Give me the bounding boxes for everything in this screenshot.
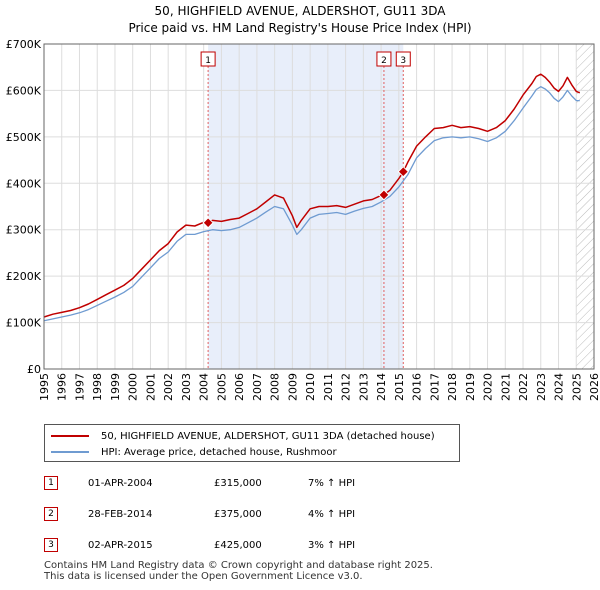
y-tick-label: £0 — [27, 363, 41, 376]
sale-hpi-diff: 4% ↑ HPI — [308, 509, 356, 520]
x-tick-label: 2015 — [393, 373, 406, 401]
footer-copyright: Contains HM Land Registry data © Crown c… — [44, 560, 433, 571]
price-chart: 50, HIGHFIELD AVENUE, ALDERSHOT, GU11 3D… — [6, 4, 600, 401]
y-tick-label: £100K — [6, 317, 42, 330]
sale-date: 02-APR-2015 — [88, 540, 153, 551]
y-tick-label: £400K — [6, 177, 42, 190]
x-tick-label: 2023 — [535, 373, 548, 401]
x-tick-label: 2009 — [286, 373, 299, 401]
x-tick-label: 2005 — [215, 373, 228, 401]
sale-price: £425,000 — [214, 540, 262, 551]
x-tick-label: 2020 — [482, 373, 495, 401]
legend: 50, HIGHFIELD AVENUE, ALDERSHOT, GU11 3D… — [44, 424, 460, 462]
sale-3-marker — [397, 165, 409, 178]
x-tick-label: 2011 — [322, 373, 335, 401]
x-tick-label: 2017 — [428, 373, 441, 401]
sale-marker-2: 2 — [44, 507, 58, 521]
y-tick-label: £600K — [6, 84, 42, 97]
sale-1-label-box — [200, 51, 216, 67]
x-tick-label: 2013 — [357, 373, 370, 401]
chart-title: 50, HIGHFIELD AVENUE, ALDERSHOT, GU11 3D… — [155, 4, 447, 18]
sale-date: 28-FEB-2014 — [88, 509, 153, 520]
table-row: 1 01-APR-2004 £315,000 7% ↑ HPI — [44, 474, 444, 494]
x-tick-label: 2018 — [446, 373, 459, 401]
y-tick-label: £700K — [6, 38, 42, 51]
plot-frame — [43, 43, 595, 370]
x-tick-label: 2021 — [499, 373, 512, 401]
x-tick-label: 2002 — [162, 373, 175, 401]
x-tick-label: 2025 — [570, 373, 583, 401]
sale-2-marker — [378, 189, 390, 201]
sale-date: 01-APR-2004 — [88, 478, 153, 489]
legend-swatch-property — [51, 435, 89, 437]
x-tick-label: 2001 — [144, 373, 157, 401]
y-tick-label: £300K — [6, 224, 42, 237]
x-tick-label: 2026 — [588, 373, 600, 401]
sale-2-label-box — [376, 51, 392, 67]
sale-1-label: 1 — [205, 56, 211, 66]
x-tick-label: 2003 — [180, 373, 193, 401]
legend-item-property: 50, HIGHFIELD AVENUE, ALDERSHOT, GU11 3D… — [51, 428, 435, 444]
hpi-line — [43, 86, 580, 322]
sale-marker-3: 3 — [44, 538, 58, 552]
sale-period-shade — [208, 44, 404, 369]
x-tick-label: 2014 — [375, 373, 388, 401]
legend-swatch-hpi — [51, 451, 89, 453]
sale-2-label: 2 — [381, 56, 387, 66]
x-tick-label: 1997 — [73, 373, 86, 401]
footer-licence: This data is licensed under the Open Gov… — [44, 571, 363, 582]
x-tick-label: 2000 — [127, 373, 140, 401]
sale-3-label: 3 — [400, 56, 406, 66]
sale-3-label-box — [395, 51, 411, 67]
table-row: 2 28-FEB-2014 £375,000 4% ↑ HPI — [44, 505, 444, 525]
sale-hpi-diff: 7% ↑ HPI — [308, 478, 356, 489]
x-tick-label: 1999 — [109, 373, 122, 401]
x-tick-label: 2004 — [198, 373, 211, 401]
x-tick-label: 2024 — [553, 373, 566, 401]
x-tick-label: 1995 — [38, 373, 51, 401]
legend-label-property: 50, HIGHFIELD AVENUE, ALDERSHOT, GU11 3D… — [101, 430, 435, 442]
sale-marker-1: 1 — [44, 476, 58, 490]
legend-item-hpi: HPI: Average price, detached house, Rush… — [51, 444, 337, 460]
chart-subtitle: Price paid vs. HM Land Registry's House … — [128, 21, 471, 35]
sale-price: £375,000 — [214, 509, 262, 520]
x-tick-label: 1998 — [91, 373, 104, 401]
sale-1-marker — [202, 217, 214, 229]
x-tick-label: 2022 — [517, 373, 530, 401]
sale-price: £315,000 — [214, 478, 262, 489]
x-tick-label: 2008 — [269, 373, 282, 401]
x-tick-label: 1996 — [56, 373, 69, 401]
y-tick-label: £200K — [6, 270, 42, 283]
x-tick-label: 2019 — [464, 373, 477, 401]
x-tick-label: 2010 — [304, 373, 317, 401]
x-tick-label: 2006 — [233, 373, 246, 401]
legend-label-hpi: HPI: Average price, detached house, Rush… — [101, 446, 337, 458]
x-tick-label: 2007 — [251, 373, 264, 401]
y-tick-label: £500K — [6, 131, 42, 144]
x-tick-label: 2012 — [340, 373, 353, 401]
table-row: 3 02-APR-2015 £425,000 3% ↑ HPI — [44, 536, 444, 556]
x-tick-label: 2016 — [411, 373, 424, 401]
forecast-hatch — [576, 44, 594, 369]
property-price-line — [43, 73, 581, 318]
footer: Contains HM Land Registry data © Crown c… — [44, 560, 433, 582]
sale-hpi-diff: 3% ↑ HPI — [308, 540, 356, 551]
